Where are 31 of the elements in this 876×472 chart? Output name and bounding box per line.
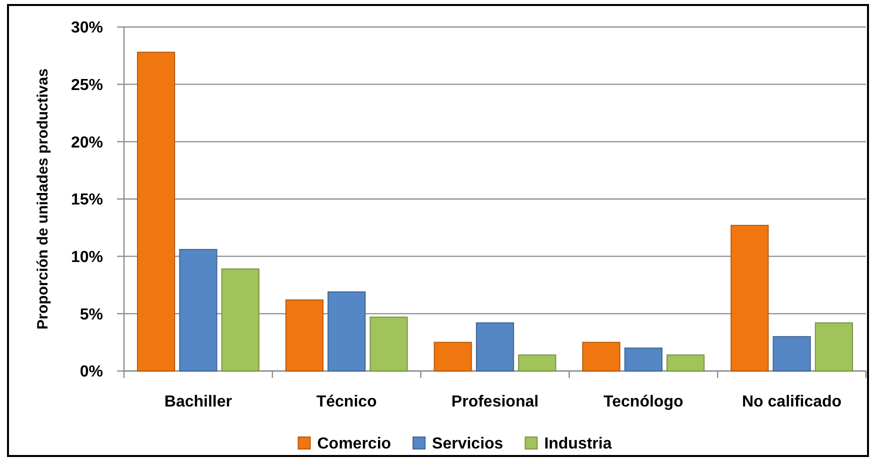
bar [666, 354, 705, 372]
bar [814, 322, 853, 372]
y-tick-label: 20% [70, 134, 103, 152]
y-tick-label: 15% [70, 192, 103, 209]
x-tick-label: Técnico [316, 394, 378, 411]
y-tick-label: 10% [70, 248, 103, 266]
bar [328, 291, 366, 372]
legend-label: Comercio [317, 436, 392, 453]
y-tick-label: 5% [80, 306, 103, 324]
legend-label: Servicios [432, 436, 504, 453]
y-tick-label: 30% [70, 20, 103, 37]
bar [772, 336, 811, 372]
bar [518, 354, 556, 372]
bar [179, 248, 218, 372]
bar [730, 224, 769, 372]
x-tick-label: Bachiller [164, 394, 232, 411]
x-tick-label: No calificado [742, 394, 842, 411]
bar [624, 348, 662, 372]
bar [370, 316, 408, 372]
bar [476, 322, 514, 372]
bar [285, 299, 324, 372]
legend-label: Industria [544, 436, 612, 453]
bar [582, 342, 620, 372]
y-tick-label: 25% [70, 76, 103, 94]
y-axis-title: Proporción de unidades productivas [34, 68, 52, 330]
bar [137, 52, 176, 372]
bar [434, 342, 472, 372]
x-tick-label: Tecnólogo [604, 394, 684, 411]
x-tick-label: Profesional [451, 394, 539, 411]
y-tick-label: 0% [80, 364, 103, 381]
bar [221, 268, 260, 372]
